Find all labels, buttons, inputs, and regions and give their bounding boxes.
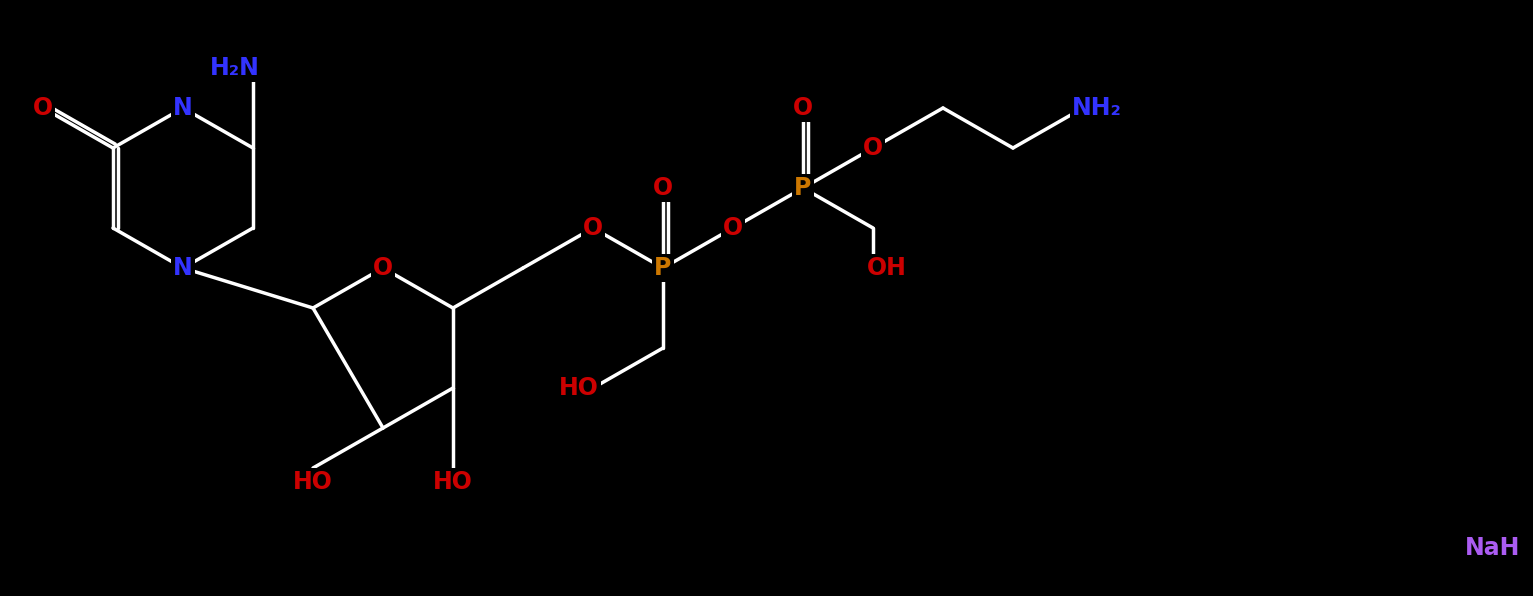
Text: NaH: NaH bbox=[1466, 536, 1521, 560]
Text: HO: HO bbox=[293, 470, 333, 494]
Text: O: O bbox=[583, 216, 602, 240]
Text: H₂N: H₂N bbox=[210, 56, 261, 80]
Text: O: O bbox=[373, 256, 392, 280]
Text: HO: HO bbox=[560, 376, 599, 400]
Text: N: N bbox=[173, 96, 193, 120]
Text: O: O bbox=[724, 216, 744, 240]
Text: O: O bbox=[793, 96, 812, 120]
Text: N: N bbox=[173, 256, 193, 280]
Text: P: P bbox=[655, 256, 671, 280]
Text: P: P bbox=[794, 176, 811, 200]
Text: HO: HO bbox=[432, 470, 474, 494]
Text: O: O bbox=[863, 136, 883, 160]
Text: NH₂: NH₂ bbox=[1072, 96, 1122, 120]
Text: OH: OH bbox=[868, 256, 908, 280]
Text: O: O bbox=[32, 96, 54, 120]
Text: O: O bbox=[653, 176, 673, 200]
